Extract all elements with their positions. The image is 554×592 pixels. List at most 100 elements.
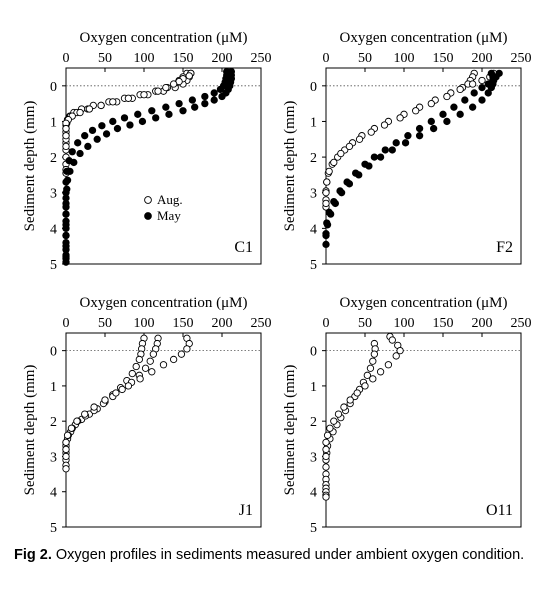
x-tick-label: 50 (358, 51, 372, 66)
data-point (369, 357, 377, 365)
y-tick-label: 5 (310, 258, 317, 273)
data-point (381, 146, 389, 154)
data-point (88, 126, 97, 135)
y-tick-label: 3 (50, 187, 57, 202)
data-point (412, 107, 420, 115)
legend-marker-aug (144, 196, 152, 204)
data-point (97, 101, 105, 110)
data-point (470, 89, 478, 97)
data-point (365, 162, 373, 170)
series-may (322, 69, 503, 249)
data-point (450, 103, 458, 111)
x-tick-label: 150 (433, 316, 454, 331)
data-point (370, 153, 379, 161)
x-tick-label: 50 (98, 51, 112, 66)
y-tick-label: 1 (310, 115, 317, 130)
data-point (185, 72, 193, 80)
data-point (396, 346, 404, 355)
y-tick-label: 2 (310, 151, 317, 166)
y-tick-label: 2 (50, 415, 57, 430)
data-point (322, 493, 330, 501)
data-point (201, 92, 209, 101)
y-tick-label: 5 (50, 521, 57, 536)
data-point (396, 114, 404, 122)
data-point (162, 83, 170, 92)
data-point (124, 94, 133, 102)
data-point (478, 76, 486, 85)
data-point (120, 114, 129, 122)
data-point (427, 117, 435, 126)
data-point (427, 99, 435, 108)
data-point (429, 124, 438, 133)
y-tick-label: 0 (310, 345, 317, 360)
data-point (443, 92, 451, 101)
data-point (76, 149, 84, 158)
data-point (384, 361, 393, 369)
data-point (345, 142, 354, 151)
data-point (74, 139, 82, 147)
data-point (62, 142, 70, 151)
data-point (149, 350, 158, 358)
data-point (62, 124, 70, 133)
x-tick-label: 0 (63, 51, 70, 66)
data-point (141, 364, 150, 372)
y-tick-label: 0 (50, 345, 57, 360)
y-tick-label: 0 (50, 80, 57, 95)
data-point (325, 167, 333, 175)
data-point (73, 417, 81, 425)
data-point (134, 110, 142, 118)
data-point (62, 438, 70, 446)
data-point (128, 369, 136, 378)
data-point (401, 139, 410, 147)
x-tick-label: 150 (433, 51, 454, 66)
data-point (81, 132, 89, 140)
data-point (62, 132, 70, 140)
y-tick-label: 5 (310, 521, 317, 536)
x-tick-label: 0 (323, 316, 330, 331)
data-point (322, 189, 330, 197)
data-point (415, 124, 424, 133)
data-point (169, 80, 178, 88)
data-point (175, 99, 183, 108)
y-tick-label: 4 (50, 486, 57, 501)
x-tick-label: 0 (63, 316, 70, 331)
data-point (323, 221, 332, 229)
data-point (456, 85, 464, 94)
panel-label: O11 (486, 502, 513, 519)
data-point (85, 105, 94, 113)
data-point (68, 148, 76, 156)
data-point (322, 445, 330, 454)
plot-frame (65, 67, 262, 265)
data-point (322, 438, 330, 446)
data-point (154, 87, 162, 95)
y-tick-label: 3 (310, 450, 317, 465)
data-point (126, 121, 134, 129)
data-point (152, 114, 160, 122)
plot-frame (325, 67, 522, 265)
x-tick-label: 100 (394, 51, 415, 66)
data-point (76, 108, 84, 117)
data-point (62, 242, 70, 250)
series-aug (62, 69, 195, 177)
data-point (468, 103, 477, 111)
data-point (98, 122, 106, 130)
x-tick-label: 200 (212, 51, 233, 66)
panel-label: C1 (234, 239, 253, 256)
x-tick-label: 100 (394, 316, 415, 331)
data-point (334, 410, 343, 418)
data-point (330, 158, 338, 167)
x-axis-label: Oxygen concentration (μM) (340, 295, 508, 311)
data-point (135, 355, 143, 364)
data-point (376, 153, 385, 161)
series-aug (322, 69, 498, 211)
data-point (146, 357, 154, 365)
x-tick-label: 50 (358, 316, 372, 331)
data-point (90, 403, 98, 411)
y-axis-label: Sediment depth (mm) (282, 365, 298, 496)
data-point (322, 463, 330, 471)
x-tick-label: 250 (511, 316, 532, 331)
x-tick-label: 200 (472, 51, 493, 66)
data-point (326, 424, 334, 432)
legend: Aug.May (144, 192, 183, 223)
y-tick-label: 5 (50, 258, 57, 273)
